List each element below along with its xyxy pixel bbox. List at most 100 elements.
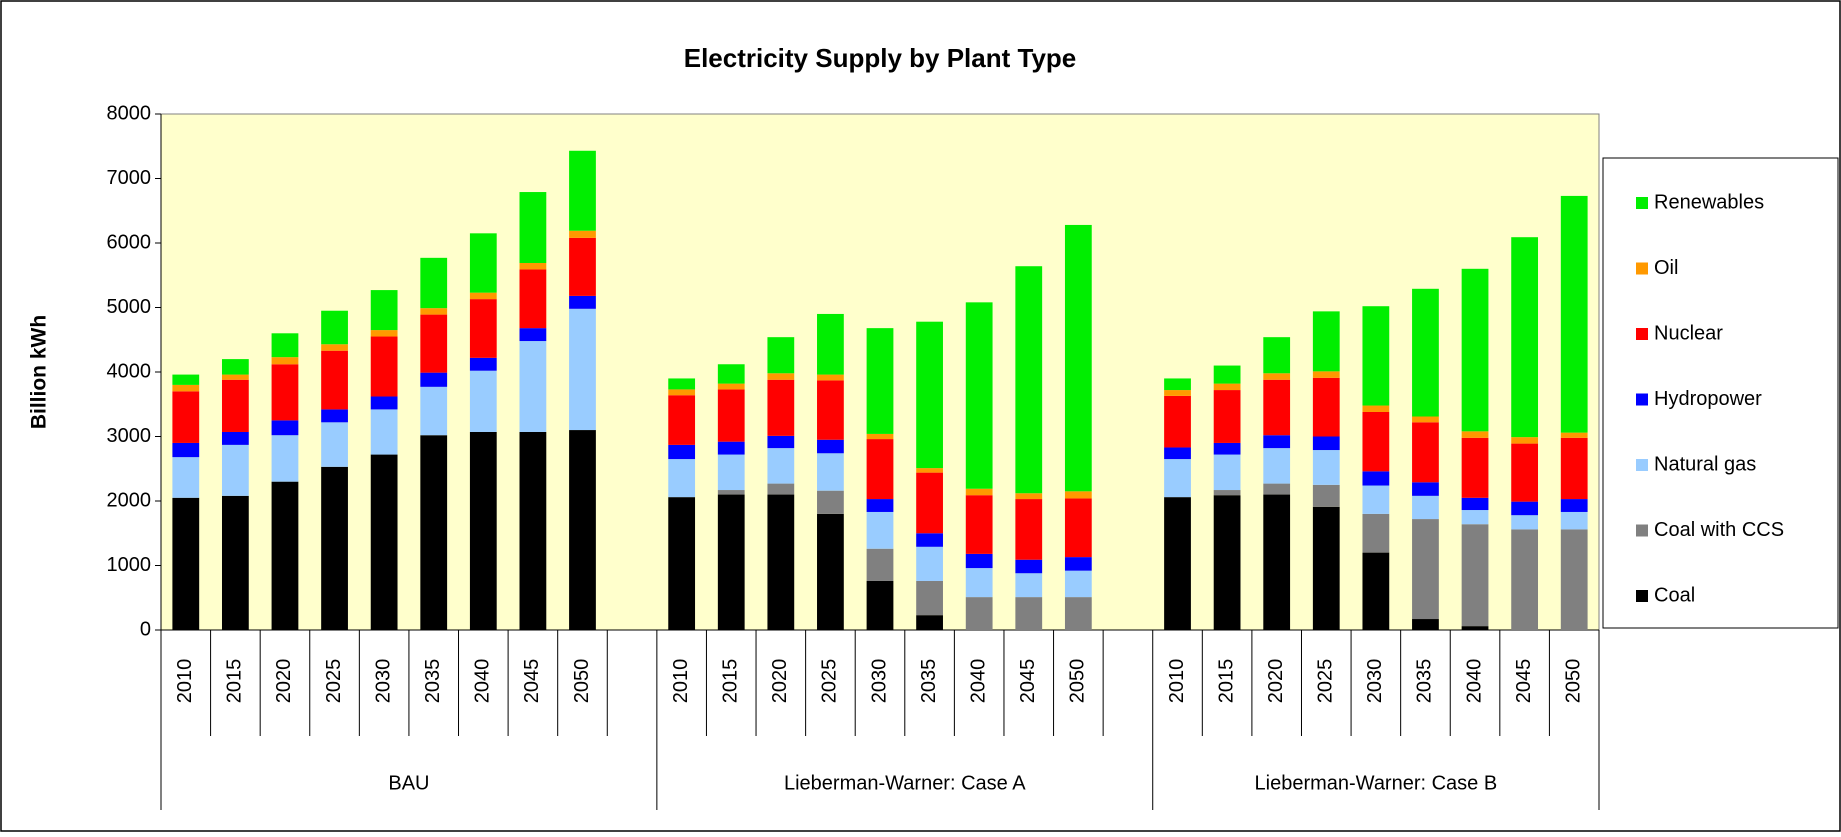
- bar-segment: [1312, 450, 1340, 485]
- bar-segment: [1213, 383, 1241, 391]
- bar-segment: [321, 350, 348, 410]
- bar-segment: [1213, 365, 1241, 384]
- bar-segment: [717, 389, 745, 442]
- bar-segment: [420, 314, 448, 373]
- bar-segment: [668, 497, 696, 630]
- legend-swatch: [1636, 197, 1648, 209]
- bar-segment: [519, 269, 547, 329]
- group-label: Lieberman-Warner: Case A: [784, 772, 1026, 794]
- bar-segment: [370, 396, 398, 410]
- bar-segment: [1412, 619, 1439, 630]
- legend-label: Nuclear: [1654, 322, 1723, 344]
- bar-segment: [172, 457, 200, 498]
- x-tick-label: 2015: [720, 659, 742, 704]
- legend-label: Natural gas: [1654, 453, 1756, 475]
- x-tick-label: 2030: [1364, 659, 1386, 704]
- bar-segment: [1263, 379, 1291, 436]
- bar-segment: [519, 431, 547, 630]
- bar-segment: [717, 494, 745, 630]
- bar-segment: [1263, 435, 1291, 449]
- bar-segment: [1362, 405, 1390, 412]
- bar-segment: [172, 391, 200, 443]
- bar-segment: [916, 468, 943, 473]
- bar-segment: [668, 444, 696, 460]
- bar-segment: [1412, 288, 1439, 417]
- bar-segment: [271, 364, 299, 421]
- bar-segment: [916, 615, 943, 630]
- bar-segment: [420, 308, 448, 315]
- bar-segment: [271, 435, 299, 482]
- bar-segment: [1511, 437, 1539, 444]
- legend-label: Coal: [1654, 584, 1695, 606]
- bar-segment: [271, 357, 299, 365]
- bar-segment: [965, 568, 993, 598]
- bar-segment: [965, 302, 993, 489]
- bar-segment: [221, 379, 249, 432]
- bar-segment: [1015, 266, 1043, 494]
- bar-segment: [1461, 497, 1489, 511]
- bar-segment: [370, 336, 398, 397]
- legend-label: Coal with CCS: [1654, 519, 1784, 541]
- x-tick-label: 2010: [1166, 659, 1188, 704]
- bar-segment: [1560, 432, 1588, 438]
- bar-segment: [569, 295, 596, 309]
- bar-segment: [1064, 498, 1092, 558]
- bar-segment: [965, 488, 993, 496]
- legend-box: [1602, 157, 1839, 629]
- bar-segment: [767, 373, 795, 380]
- bar-segment: [1560, 195, 1588, 433]
- bar-segment: [817, 313, 844, 375]
- bar-segment: [916, 533, 943, 547]
- bar-segment: [767, 337, 795, 374]
- legend-swatch: [1636, 459, 1648, 471]
- y-tick-label: 0: [140, 618, 151, 640]
- bar-segment: [1164, 497, 1191, 630]
- x-tick-label: 2045: [1017, 659, 1039, 704]
- bar-segment: [469, 292, 497, 300]
- bar-segment: [1263, 337, 1291, 374]
- bar-segment: [866, 439, 894, 500]
- bar-segment: [569, 150, 596, 231]
- bar-segment: [1263, 373, 1291, 380]
- group-label: BAU: [388, 772, 429, 794]
- bar-segment: [519, 262, 547, 270]
- x-tick-label: 2010: [670, 659, 692, 704]
- bar-segment: [1015, 559, 1043, 574]
- bar-segment: [1263, 494, 1291, 630]
- bar-segment: [469, 357, 497, 371]
- bar-segment: [321, 422, 348, 467]
- y-tick-label: 4000: [107, 360, 152, 382]
- bar-segment: [1015, 493, 1043, 500]
- bar-segment: [519, 328, 547, 342]
- legend-label: Oil: [1654, 257, 1678, 279]
- bar-segment: [1362, 513, 1390, 553]
- bar-segment: [370, 330, 398, 337]
- x-tick-label: 2020: [769, 659, 791, 704]
- legend-swatch: [1636, 262, 1648, 275]
- bar-segment: [420, 372, 448, 387]
- x-tick-label: 2035: [1414, 659, 1436, 704]
- bar-segment: [767, 494, 795, 630]
- y-tick-label: 8000: [107, 102, 152, 124]
- bar-segment: [1064, 597, 1092, 630]
- bar-segment: [1511, 501, 1539, 516]
- bar-segment: [519, 341, 547, 432]
- bar-segment: [321, 310, 348, 345]
- bar-segment: [1461, 431, 1489, 438]
- x-tick-label: 2035: [918, 659, 940, 704]
- bar-segment: [271, 481, 299, 630]
- x-tick-label: 2025: [819, 659, 841, 704]
- bar-segment: [1064, 491, 1092, 499]
- bar-segment: [1263, 448, 1291, 484]
- bar-segment: [717, 454, 745, 491]
- bar-segment: [321, 409, 348, 423]
- bar-segment: [1064, 224, 1092, 492]
- bar-segment: [1412, 482, 1439, 496]
- bar-segment: [321, 344, 348, 351]
- x-tick-label: 2040: [1463, 659, 1485, 704]
- x-tick-label: 2045: [1513, 659, 1535, 704]
- bar-segment: [172, 442, 200, 458]
- bar-segment: [1560, 437, 1588, 500]
- bar-segment: [1015, 597, 1043, 630]
